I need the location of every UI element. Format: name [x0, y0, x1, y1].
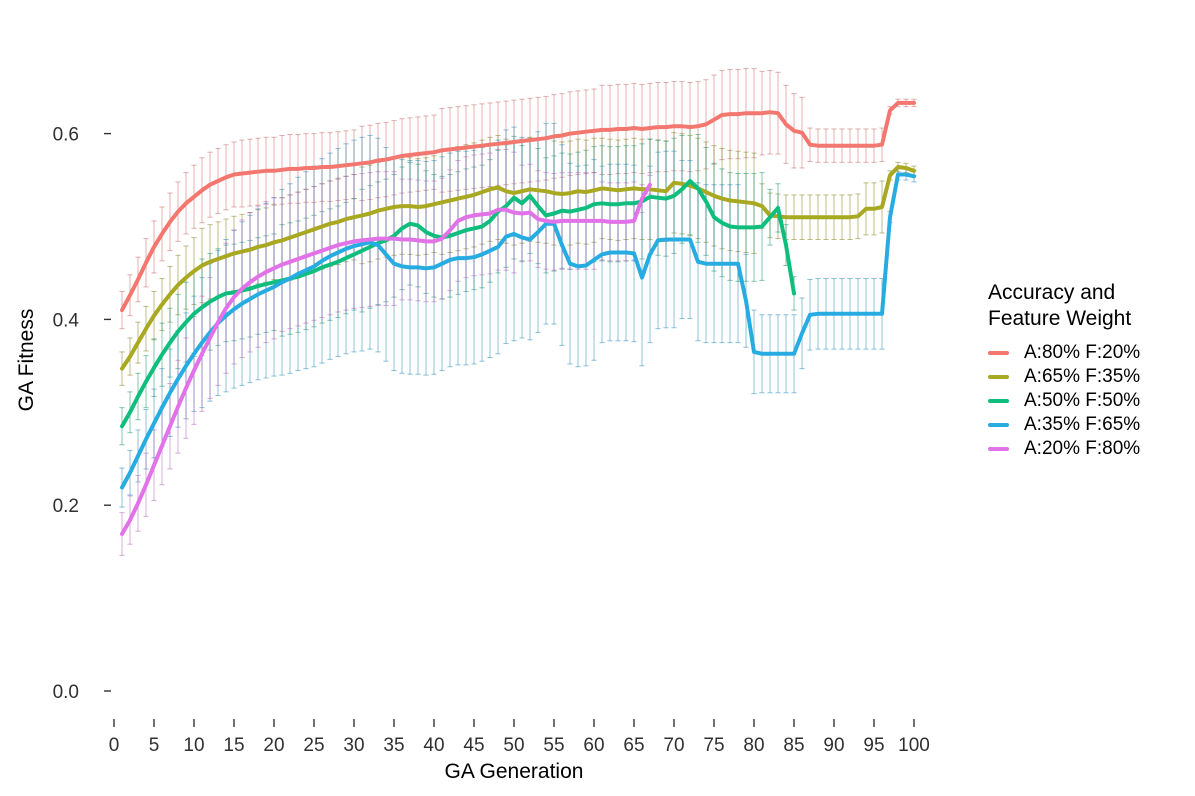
series-line-A-80-F-20-	[120, 100, 916, 313]
legend-items: A:80% F:20% A:65% F:35% A:50% F:50% A:35% F…	[988, 341, 1140, 461]
x-tick-label: 60	[583, 735, 604, 756]
x-tick-label: 10	[183, 735, 204, 756]
legend-title: Accuracy and Feature Weight	[988, 280, 1140, 332]
x-axis: 0 5 10 15 20 25 30 35 40 45 50 55 60 65 70 75 80 85 90 95 10…	[109, 719, 930, 756]
legend-swatch-icon	[988, 423, 1009, 427]
series-line-A-35-F-65-	[120, 172, 916, 490]
y-tick-label: 0.0	[53, 682, 79, 703]
y-axis-title: GA Fitness	[15, 308, 38, 412]
x-tick-label: 95	[863, 735, 884, 756]
x-tick-label: 35	[383, 735, 404, 756]
x-tick-label: 55	[543, 735, 564, 756]
x-tick-label: 90	[823, 735, 844, 756]
series-line-A-50-F-50-	[120, 179, 796, 429]
x-tick-label: 20	[263, 735, 284, 756]
x-tick-label: 65	[623, 735, 644, 756]
legend-item-label: A:80% F:20%	[1024, 342, 1141, 363]
legend-swatch-icon	[988, 351, 1009, 355]
legend-item-label: A:35% F:65%	[1024, 414, 1141, 435]
legend-swatch-icon	[988, 447, 1009, 451]
x-tick-label: 50	[503, 735, 524, 756]
x-tick-label: 70	[663, 735, 684, 756]
x-tick-label: 0	[109, 735, 120, 756]
x-tick-label: 45	[463, 735, 484, 756]
series-lines	[120, 100, 916, 536]
x-tick-label: 40	[423, 735, 444, 756]
y-axis: 0.0 0.2 0.4 0.6	[53, 125, 111, 703]
series-line-A-65-F-35-	[120, 165, 916, 371]
x-axis-title: GA Generation	[444, 760, 584, 783]
x-tick-label: 100	[898, 735, 930, 756]
y-tick-label: 0.2	[53, 496, 79, 517]
legend: Accuracy and Feature Weight A:80% F:20% A…	[988, 280, 1140, 461]
x-tick-label: 5	[149, 735, 160, 756]
legend-item: A:20% F:80%	[988, 437, 1140, 461]
legend-swatch-icon	[988, 375, 1009, 379]
y-tick-label: 0.4	[53, 310, 80, 331]
legend-item-label: A:20% F:80%	[1024, 438, 1141, 459]
x-tick-label: 85	[783, 735, 804, 756]
y-tick-label: 0.6	[53, 125, 79, 146]
error-bars-A-35-F-65-	[119, 122, 917, 508]
legend-title-line1: Accuracy and	[988, 281, 1116, 304]
x-tick-label: 80	[743, 735, 764, 756]
x-tick-label: 25	[303, 735, 324, 756]
legend-item: A:65% F:35%	[988, 365, 1140, 389]
legend-item-label: A:65% F:35%	[1024, 366, 1141, 387]
legend-item: A:35% F:65%	[988, 413, 1140, 437]
series-line-A-20-F-80-	[120, 182, 652, 536]
legend-title-line2: Feature Weight	[988, 307, 1132, 330]
x-tick-label: 75	[703, 735, 724, 756]
legend-swatch-icon	[988, 399, 1009, 403]
legend-item: A:80% F:20%	[988, 341, 1140, 365]
legend-item-label: A:50% F:50%	[1024, 390, 1141, 411]
x-tick-label: 30	[343, 735, 364, 756]
x-tick-label: 15	[223, 735, 244, 756]
legend-item: A:50% F:50%	[988, 389, 1140, 413]
